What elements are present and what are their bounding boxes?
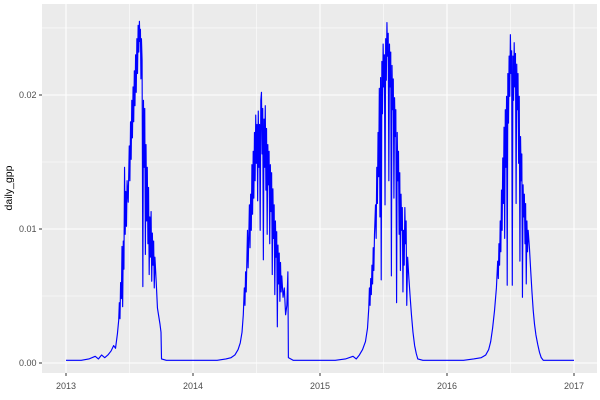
y-tick-label: 0.01: [19, 224, 37, 234]
axis-layer: 2013 2014 2015 2016 2017 0.00 0.01 0.02: [19, 90, 584, 391]
x-tick-label: 2016: [437, 381, 457, 391]
x-tick-label: 2013: [56, 381, 76, 391]
x-tick-label: 2014: [183, 381, 203, 391]
x-tick-label: 2015: [310, 381, 330, 391]
gpp-line: [66, 20, 575, 361]
x-tick-label: 2017: [564, 381, 584, 391]
y-axis-title: daily_gpp: [3, 165, 15, 210]
data-series-layer: [66, 20, 575, 361]
y-tick-label: 0.02: [19, 90, 37, 100]
y-tick-label: 0.00: [19, 358, 37, 368]
